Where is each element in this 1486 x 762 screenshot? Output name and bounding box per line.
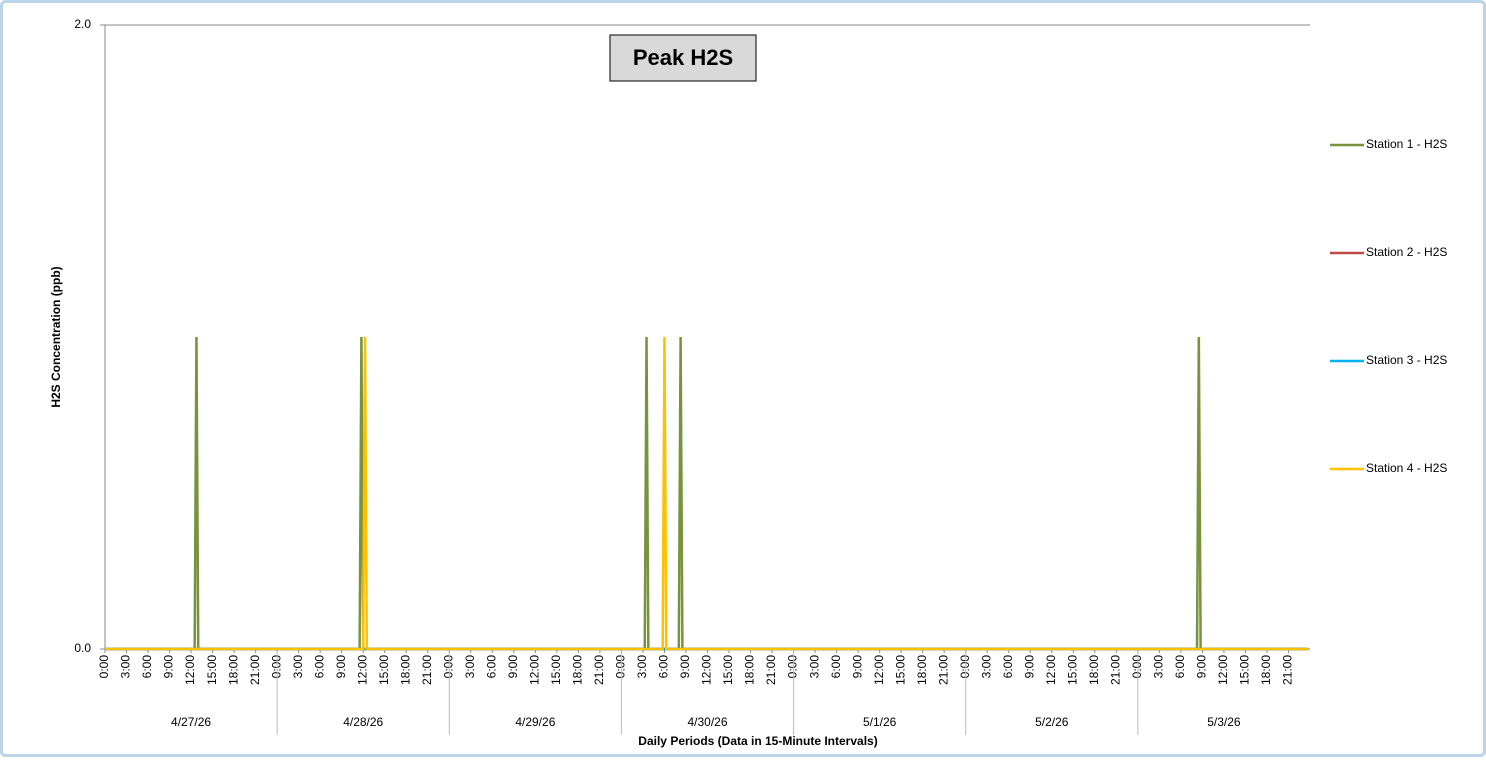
x-tick-label: 18:00 (226, 655, 240, 685)
x-tick-label: 3:00 (1152, 655, 1166, 679)
x-tick-label: 9:00 (1195, 655, 1209, 679)
x-tick-label: 9:00 (678, 655, 692, 679)
x-tick-label: 0:00 (441, 655, 455, 679)
x-tick-label: 21:00 (764, 655, 778, 685)
legend-label: Station 4 - H2S (1366, 461, 1447, 475)
x-tick-label: 12:00 (1216, 655, 1230, 685)
x-tick-label: 0:00 (614, 655, 628, 679)
x-tick-label: 21:00 (1281, 655, 1295, 685)
x-group-label: 5/2/26 (1035, 715, 1069, 729)
line-series (105, 336, 1309, 651)
x-tick-label: 6:00 (484, 655, 498, 679)
x-tick-label: 6:00 (657, 655, 671, 679)
x-tick-label: 9:00 (162, 655, 176, 679)
x-group-label: 4/27/26 (171, 715, 211, 729)
x-tick-label: 15:00 (1238, 655, 1252, 685)
title-box (609, 34, 757, 82)
x-group-label: 5/1/26 (863, 715, 897, 729)
x-group-label: 4/28/26 (343, 715, 383, 729)
x-tick-label: 3:00 (635, 655, 649, 679)
x-tick-label: 15:00 (377, 655, 391, 685)
x-tick-label: 3:00 (979, 655, 993, 679)
x-tick-label: 21:00 (936, 655, 950, 685)
line-series (105, 336, 1309, 651)
x-tick-label: 0:00 (1130, 655, 1144, 679)
x-tick-label: 3:00 (463, 655, 477, 679)
x-tick-label: 0:00 (269, 655, 283, 679)
x-tick-label: 6:00 (1001, 655, 1015, 679)
x-tick-label: 6:00 (140, 655, 154, 679)
x-tick-label: 3:00 (119, 655, 133, 679)
x-tick-label: 6:00 (312, 655, 326, 679)
legend-label: Station 3 - H2S (1366, 353, 1447, 367)
x-group-label: 5/3/26 (1207, 715, 1241, 729)
x-tick-label: 18:00 (743, 655, 757, 685)
y-axis-title: H2S Concentration (ppb) (49, 266, 63, 407)
x-tick-label: 6:00 (829, 655, 843, 679)
x-tick-label: 18:00 (1259, 655, 1273, 685)
x-tick-label: 9:00 (334, 655, 348, 679)
x-tick-label: 12:00 (1044, 655, 1058, 685)
x-tick-label: 21:00 (420, 655, 434, 685)
x-tick-label: 15:00 (205, 655, 219, 685)
x-axis-title: Daily Periods (Data in 15-Minute Interva… (638, 734, 877, 748)
x-tick-label: 18:00 (571, 655, 585, 685)
x-tick-label: 6:00 (1173, 655, 1187, 679)
x-group-label: 4/29/26 (515, 715, 555, 729)
x-tick-label: 18:00 (915, 655, 929, 685)
x-tick-label: 3:00 (807, 655, 821, 679)
x-tick-label: 3:00 (291, 655, 305, 679)
x-tick-label: 15:00 (1065, 655, 1079, 685)
x-tick-label: 0:00 (786, 655, 800, 679)
x-tick-label: 21:00 (1109, 655, 1123, 685)
chart-title: Peak H2S (633, 45, 733, 70)
x-tick-label: 21:00 (248, 655, 262, 685)
x-group-label: 4/30/26 (687, 715, 727, 729)
x-tick-label: 12:00 (355, 655, 369, 685)
x-tick-label: 15:00 (721, 655, 735, 685)
x-tick-label: 15:00 (549, 655, 563, 685)
x-tick-label: 9:00 (506, 655, 520, 679)
y-tick-label: 2.0 (74, 17, 91, 31)
x-tick-label: 18:00 (1087, 655, 1101, 685)
x-tick-label: 0:00 (97, 655, 111, 679)
y-tick-label: 0.0 (74, 641, 91, 655)
x-tick-label: 18:00 (398, 655, 412, 685)
x-tick-label: 21:00 (592, 655, 606, 685)
legend-label: Station 2 - H2S (1366, 245, 1447, 259)
x-tick-label: 12:00 (183, 655, 197, 685)
x-tick-label: 0:00 (958, 655, 972, 679)
x-tick-label: 15:00 (893, 655, 907, 685)
x-tick-label: 12:00 (528, 655, 542, 685)
x-tick-label: 12:00 (872, 655, 886, 685)
x-tick-label: 9:00 (850, 655, 864, 679)
x-tick-label: 9:00 (1022, 655, 1036, 679)
x-tick-label: 12:00 (700, 655, 714, 685)
legend-label: Station 1 - H2S (1366, 137, 1447, 151)
